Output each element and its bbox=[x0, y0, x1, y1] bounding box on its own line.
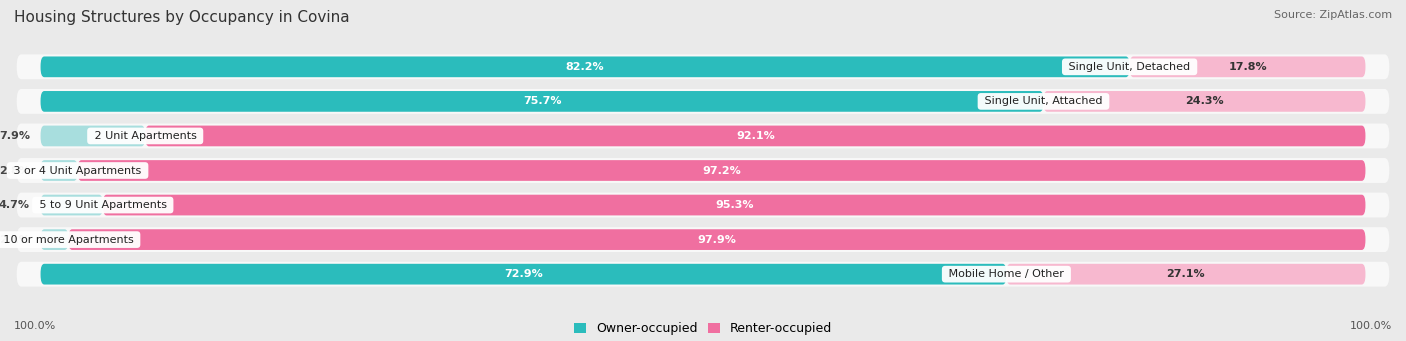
Text: Mobile Home / Other: Mobile Home / Other bbox=[945, 269, 1067, 279]
FancyBboxPatch shape bbox=[41, 160, 77, 181]
FancyBboxPatch shape bbox=[41, 264, 1007, 284]
Text: 27.1%: 27.1% bbox=[1167, 269, 1205, 279]
FancyBboxPatch shape bbox=[17, 193, 1389, 218]
Text: 72.9%: 72.9% bbox=[505, 269, 543, 279]
FancyBboxPatch shape bbox=[41, 91, 1043, 112]
FancyBboxPatch shape bbox=[103, 195, 1365, 216]
FancyBboxPatch shape bbox=[17, 55, 1389, 79]
Text: Source: ZipAtlas.com: Source: ZipAtlas.com bbox=[1274, 10, 1392, 20]
Text: 10 or more Apartments: 10 or more Apartments bbox=[0, 235, 136, 244]
Text: 5 to 9 Unit Apartments: 5 to 9 Unit Apartments bbox=[35, 200, 170, 210]
Text: 92.1%: 92.1% bbox=[735, 131, 775, 141]
Text: 17.8%: 17.8% bbox=[1229, 62, 1267, 72]
Text: 2.8%: 2.8% bbox=[0, 165, 30, 176]
FancyBboxPatch shape bbox=[17, 262, 1389, 286]
Text: 24.3%: 24.3% bbox=[1185, 97, 1223, 106]
FancyBboxPatch shape bbox=[17, 123, 1389, 148]
FancyBboxPatch shape bbox=[41, 195, 103, 216]
FancyBboxPatch shape bbox=[77, 160, 1365, 181]
Text: 2.1%: 2.1% bbox=[0, 235, 30, 244]
Text: 95.3%: 95.3% bbox=[714, 200, 754, 210]
Text: 4.7%: 4.7% bbox=[0, 200, 30, 210]
Text: 75.7%: 75.7% bbox=[523, 97, 561, 106]
FancyBboxPatch shape bbox=[69, 229, 1365, 250]
FancyBboxPatch shape bbox=[41, 229, 69, 250]
FancyBboxPatch shape bbox=[41, 125, 145, 146]
FancyBboxPatch shape bbox=[1007, 264, 1365, 284]
Text: Single Unit, Attached: Single Unit, Attached bbox=[981, 97, 1107, 106]
Text: Housing Structures by Occupancy in Covina: Housing Structures by Occupancy in Covin… bbox=[14, 10, 350, 25]
FancyBboxPatch shape bbox=[17, 89, 1389, 114]
Text: 82.2%: 82.2% bbox=[565, 62, 605, 72]
FancyBboxPatch shape bbox=[1043, 91, 1365, 112]
FancyBboxPatch shape bbox=[145, 125, 1365, 146]
Text: 100.0%: 100.0% bbox=[14, 321, 56, 331]
Text: 2 Unit Apartments: 2 Unit Apartments bbox=[90, 131, 200, 141]
Text: Single Unit, Detached: Single Unit, Detached bbox=[1066, 62, 1194, 72]
Legend: Owner-occupied, Renter-occupied: Owner-occupied, Renter-occupied bbox=[568, 317, 838, 340]
Text: 97.9%: 97.9% bbox=[697, 235, 737, 244]
FancyBboxPatch shape bbox=[17, 227, 1389, 252]
Text: 7.9%: 7.9% bbox=[0, 131, 30, 141]
Text: 3 or 4 Unit Apartments: 3 or 4 Unit Apartments bbox=[10, 165, 145, 176]
FancyBboxPatch shape bbox=[1129, 57, 1365, 77]
FancyBboxPatch shape bbox=[17, 158, 1389, 183]
Text: 97.2%: 97.2% bbox=[702, 165, 741, 176]
FancyBboxPatch shape bbox=[41, 57, 1129, 77]
Text: 100.0%: 100.0% bbox=[1350, 321, 1392, 331]
